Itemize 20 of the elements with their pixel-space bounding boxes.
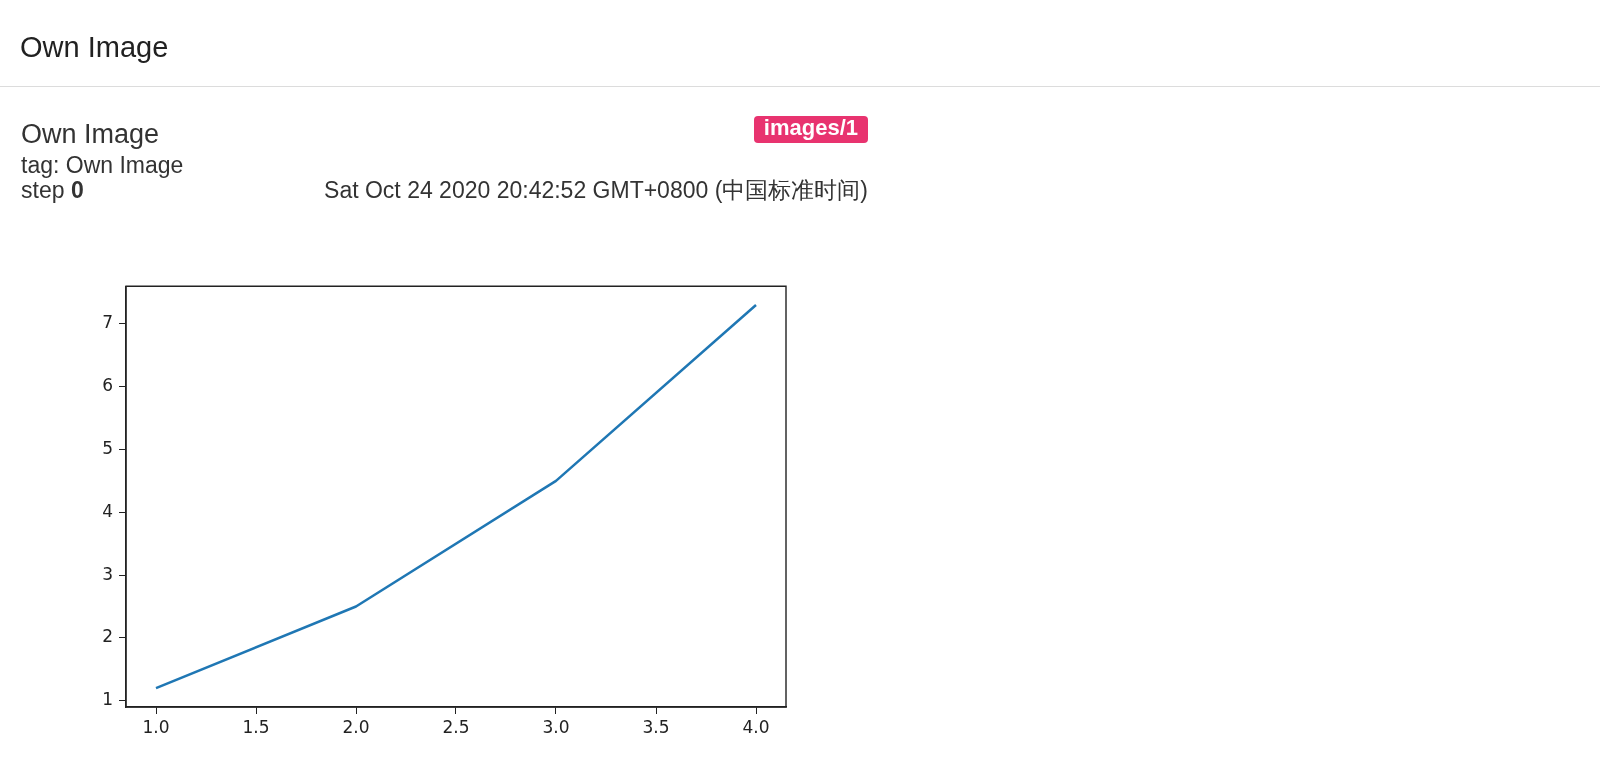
chart-title: Own Image [20,31,169,63]
y-tick-label: 2 [102,626,113,647]
text: tag: Own Image [21,152,184,178]
y-tick-label: 4 [102,500,113,521]
x-tick-label: 3.5 [642,716,670,737]
x-tick-label: 1.5 [242,716,270,737]
x-tick-label: 2.5 [442,716,470,737]
y-tick-label: 6 [102,375,113,396]
x-tick-label: 4.0 [742,716,770,737]
y-tick-label: 1 [102,689,113,710]
x-tick-label: 2.0 [342,716,370,737]
y-tick-label: 3 [102,563,113,584]
chart-subtitle: Own Image [21,119,160,149]
text: step 0 [21,177,84,203]
y-tick-label: 7 [102,312,113,333]
x-tick-label: 3.0 [542,716,570,737]
text: images/1 [753,115,868,143]
x-tick-label: 1.0 [142,716,170,737]
y-tick-label: 5 [102,437,113,458]
text: Sat Oct 24 2020 20:42:52 GMT+0800 (中国标准时间) [324,177,868,203]
